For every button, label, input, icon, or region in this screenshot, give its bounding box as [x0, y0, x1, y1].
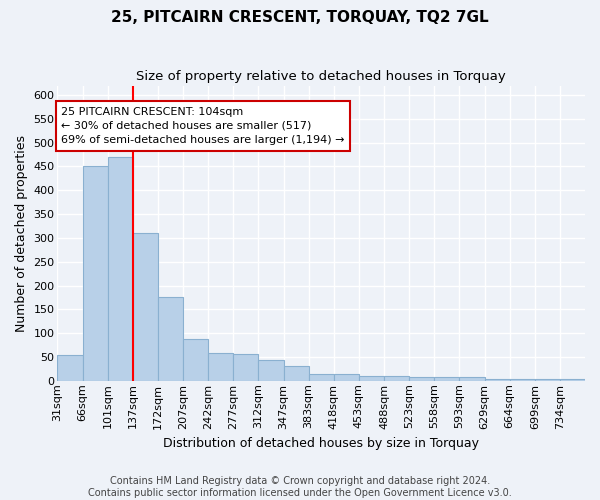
Bar — [233, 354, 259, 381]
X-axis label: Distribution of detached houses by size in Torquay: Distribution of detached houses by size … — [163, 437, 479, 450]
Bar — [334, 374, 359, 381]
Bar — [133, 233, 158, 381]
Bar — [409, 378, 434, 381]
Bar — [259, 360, 284, 381]
Y-axis label: Number of detached properties: Number of detached properties — [15, 134, 28, 332]
Bar — [83, 166, 108, 381]
Bar — [108, 157, 133, 381]
Bar — [434, 378, 460, 381]
Bar — [560, 379, 585, 381]
Bar — [183, 339, 208, 381]
Bar — [359, 376, 384, 381]
Bar — [509, 379, 535, 381]
Bar — [58, 355, 83, 381]
Bar — [208, 353, 233, 381]
Bar — [308, 374, 334, 381]
Text: 25 PITCAIRN CRESCENT: 104sqm
← 30% of detached houses are smaller (517)
69% of s: 25 PITCAIRN CRESCENT: 104sqm ← 30% of de… — [61, 107, 345, 145]
Bar — [485, 379, 509, 381]
Bar — [384, 376, 409, 381]
Title: Size of property relative to detached houses in Torquay: Size of property relative to detached ho… — [136, 70, 506, 83]
Bar — [460, 378, 485, 381]
Bar — [284, 366, 308, 381]
Text: 25, PITCAIRN CRESCENT, TORQUAY, TQ2 7GL: 25, PITCAIRN CRESCENT, TORQUAY, TQ2 7GL — [111, 10, 489, 25]
Bar — [158, 298, 183, 381]
Text: Contains HM Land Registry data © Crown copyright and database right 2024.
Contai: Contains HM Land Registry data © Crown c… — [88, 476, 512, 498]
Bar — [535, 380, 560, 381]
